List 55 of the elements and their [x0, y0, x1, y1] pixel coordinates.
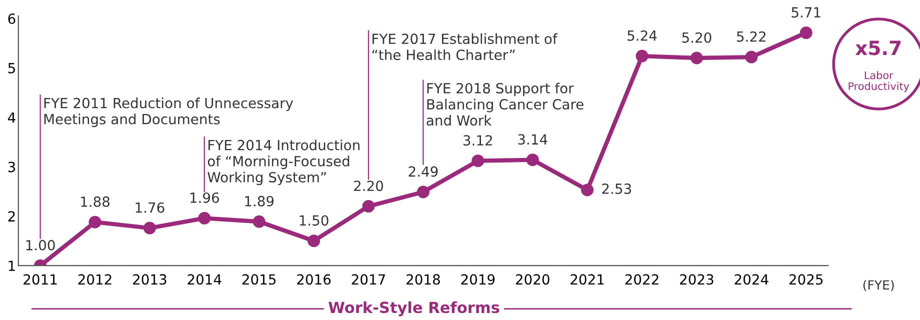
- x-tick-label: 2018: [406, 274, 440, 285]
- data-label: 5.20: [682, 32, 712, 43]
- y-tick-label: 3: [8, 162, 16, 172]
- data-label: 1.00: [26, 240, 55, 250]
- point: [143, 222, 156, 234]
- y-tick-label: 6: [8, 13, 16, 24]
- data-label: 5.24: [628, 30, 657, 41]
- x-tick-label: 2012: [78, 274, 112, 285]
- point: [581, 184, 594, 196]
- x-tick-label: 2013: [133, 274, 166, 285]
- point: [88, 216, 102, 228]
- x-tick-label: 2017: [352, 274, 385, 285]
- x-tick-label: 2023: [680, 274, 714, 285]
- point: [636, 50, 648, 62]
- annotation: FYE 2018 Support for Balancing Cancer Care and Work: [426, 82, 584, 126]
- y-tick-label: 4: [8, 112, 16, 123]
- x-tick-label: 2019: [461, 274, 495, 285]
- x-tick-label: 2011: [24, 274, 57, 285]
- x-tick-label: 2024: [734, 274, 768, 285]
- data-label: 2.49: [408, 166, 438, 177]
- data-label: 3.14: [518, 134, 548, 145]
- data-label: 1.88: [81, 196, 110, 207]
- x-tick-label: 2015: [242, 274, 276, 285]
- point: [416, 186, 430, 198]
- data-label: 2.53: [602, 184, 632, 194]
- data-label: 5.22: [737, 31, 766, 42]
- data-label: 1.89: [245, 196, 274, 206]
- point: [745, 50, 758, 64]
- point: [800, 26, 812, 40]
- x-tick-label: 2022: [625, 274, 658, 285]
- data-label: 5.71: [792, 7, 820, 18]
- data-label: 3.12: [464, 135, 492, 146]
- annotation: FYE 2011 Reduction of Unnecessary Meetings and Documents: [44, 98, 294, 128]
- annotation: FYE 2017 Establishment of “the Health Charter”: [372, 33, 558, 60]
- x-tick-label: 2021: [570, 274, 604, 285]
- point: [472, 154, 484, 168]
- point: [362, 200, 375, 213]
- point: [690, 52, 703, 64]
- text: x5.7 Labor Productivity: [848, 40, 910, 92]
- y-tick-label: 5: [8, 63, 15, 74]
- x-tick-label: 2020: [516, 274, 550, 285]
- data-label: 1.50: [300, 215, 328, 226]
- x-axis-title: (FYE): [863, 280, 894, 292]
- point: [308, 234, 320, 248]
- data-label: 1.76: [136, 202, 164, 213]
- x-tick-label: 2014: [188, 274, 222, 285]
- data-label: 1.96: [190, 192, 219, 203]
- point: [252, 215, 266, 228]
- x-tick-label: 2016: [297, 274, 331, 285]
- point: [526, 154, 539, 166]
- text: Work-Style Reforms: [328, 301, 500, 316]
- x-tick-label: 2025: [789, 274, 823, 285]
- point: [198, 212, 211, 224]
- y-tick-label: 1: [8, 260, 15, 271]
- y-tick-label: 2: [8, 211, 15, 222]
